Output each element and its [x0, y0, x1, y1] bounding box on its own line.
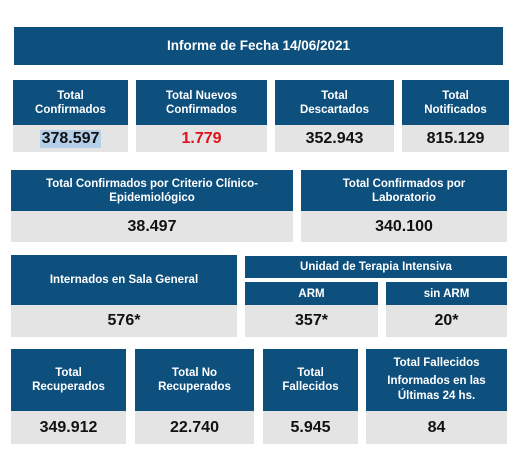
nuevos-confirmados-label-2: Confirmados	[166, 103, 237, 116]
total-notificados-label-1: Total	[442, 89, 469, 102]
total-recuperados-label-1: Total	[55, 367, 82, 379]
fallecidos-24hs-label-3: Últimas 24 hs.	[397, 390, 476, 402]
total-descartados-number: 352.943	[305, 129, 364, 147]
sala-general-label: Internados en Sala General	[49, 274, 199, 286]
fallecidos-24hs-header: Total Fallecidos Informados en las Últim…	[366, 349, 507, 411]
total-fallecidos-label-1: Total	[297, 367, 324, 379]
total-confirmados-header: Total Confirmados	[13, 80, 128, 125]
total-descartados-value: 352.943	[275, 125, 394, 152]
arm-number: 357*	[295, 312, 328, 329]
criterio-clinico-number: 38.497	[127, 217, 177, 235]
laboratorio-number: 340.100	[375, 217, 433, 235]
uti-label: Unidad de Terapia Intensiva	[300, 261, 452, 273]
total-confirmados-label-1: Total	[57, 89, 84, 102]
sala-general-number: 576*	[107, 312, 141, 329]
sin-arm-value: 20*	[386, 305, 507, 337]
total-notificados-label-2: Notificados	[424, 103, 487, 116]
fallecidos-24hs-number: 84	[427, 418, 446, 436]
total-fallecidos-value: 5.945	[263, 411, 358, 444]
sala-general-header: Internados en Sala General	[11, 255, 237, 305]
report-title: Informe de Fecha 14/06/2021	[14, 27, 503, 65]
sin-arm-number: 20*	[434, 312, 459, 329]
total-fallecidos-number: 5.945	[290, 418, 331, 436]
total-descartados-header: Total Descartados	[275, 80, 394, 125]
laboratorio-value: 340.100	[301, 211, 507, 242]
total-recuperados-value: 349.912	[11, 411, 126, 444]
no-recuperados-label-2: Recuperados	[158, 381, 231, 393]
total-descartados-label-1: Total	[321, 89, 348, 102]
arm-value: 357*	[245, 305, 378, 337]
fallecidos-24hs-value: 84	[366, 411, 507, 444]
nuevos-confirmados-number: 1.779	[181, 129, 222, 147]
laboratorio-label-2: Laboratorio	[372, 191, 436, 204]
no-recuperados-label-1: Total No	[171, 367, 218, 379]
arm-header: ARM	[245, 282, 378, 305]
no-recuperados-header: Total No Recuperados	[135, 349, 254, 411]
no-recuperados-value: 22.740	[135, 411, 254, 444]
nuevos-confirmados-value: 1.779	[136, 125, 267, 152]
criterio-clinico-header: Total Confirmados por Criterio Clínico- …	[11, 170, 293, 211]
total-fallecidos-header: Total Fallecidos	[263, 349, 358, 411]
uti-header: Unidad de Terapia Intensiva	[245, 256, 507, 278]
no-recuperados-number: 22.740	[170, 418, 219, 436]
total-notificados-header: Total Notificados	[402, 80, 509, 125]
total-confirmados-value: 378.597	[13, 125, 128, 152]
total-recuperados-number: 349.912	[39, 418, 98, 436]
total-confirmados-label-2: Confirmados	[35, 103, 106, 116]
sin-arm-label: sin ARM	[423, 287, 470, 300]
total-descartados-label-2: Descartados	[299, 103, 370, 116]
report-title-text: Informe de Fecha 14/06/2021	[166, 38, 351, 53]
sin-arm-header: sin ARM	[386, 282, 507, 305]
criterio-clinico-label-2: Epidemiológico	[109, 191, 195, 204]
total-notificados-value: 815.129	[402, 125, 509, 152]
fallecidos-24hs-label-1: Total Fallecidos	[393, 357, 480, 369]
fallecidos-24hs-label-2: Informados en las	[387, 375, 486, 387]
total-notificados-number: 815.129	[426, 129, 485, 147]
total-confirmados-number: 378.597	[39, 129, 102, 148]
total-recuperados-header: Total Recuperados	[11, 349, 126, 411]
total-recuperados-label-2: Recuperados	[32, 381, 105, 393]
criterio-clinico-value: 38.497	[11, 211, 293, 242]
nuevos-confirmados-label-1: Total Nuevos	[165, 89, 238, 102]
laboratorio-label-1: Total Confirmados por	[342, 177, 466, 190]
laboratorio-header: Total Confirmados por Laboratorio	[301, 170, 507, 211]
nuevos-confirmados-header: Total Nuevos Confirmados	[136, 80, 267, 125]
criterio-clinico-label-1: Total Confirmados por Criterio Clínico-	[46, 177, 258, 190]
arm-label: ARM	[298, 287, 325, 300]
total-fallecidos-label-2: Fallecidos	[282, 381, 339, 393]
sala-general-value: 576*	[11, 305, 237, 337]
